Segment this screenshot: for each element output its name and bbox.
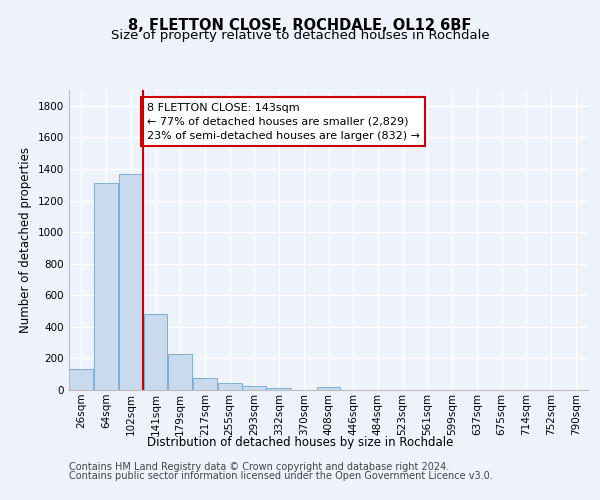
Bar xyxy=(119,174,143,390)
Text: Contains HM Land Registry data © Crown copyright and database right 2024.: Contains HM Land Registry data © Crown c… xyxy=(69,462,449,472)
Text: Distribution of detached houses by size in Rochdale: Distribution of detached houses by size … xyxy=(147,436,453,449)
Text: 8 FLETTON CLOSE: 143sqm
← 77% of detached houses are smaller (2,829)
23% of semi: 8 FLETTON CLOSE: 143sqm ← 77% of detache… xyxy=(147,102,420,141)
Bar xyxy=(317,388,340,390)
Bar xyxy=(143,314,167,390)
Text: Size of property relative to detached houses in Rochdale: Size of property relative to detached ho… xyxy=(110,29,490,42)
Bar xyxy=(267,388,291,390)
Bar xyxy=(218,383,242,390)
Bar xyxy=(193,378,217,390)
Bar xyxy=(242,386,266,390)
Bar xyxy=(168,354,192,390)
Text: Contains public sector information licensed under the Open Government Licence v3: Contains public sector information licen… xyxy=(69,471,493,481)
Bar xyxy=(94,183,118,390)
Text: 8, FLETTON CLOSE, ROCHDALE, OL12 6BF: 8, FLETTON CLOSE, ROCHDALE, OL12 6BF xyxy=(128,18,472,32)
Bar xyxy=(70,368,94,390)
Y-axis label: Number of detached properties: Number of detached properties xyxy=(19,147,32,333)
